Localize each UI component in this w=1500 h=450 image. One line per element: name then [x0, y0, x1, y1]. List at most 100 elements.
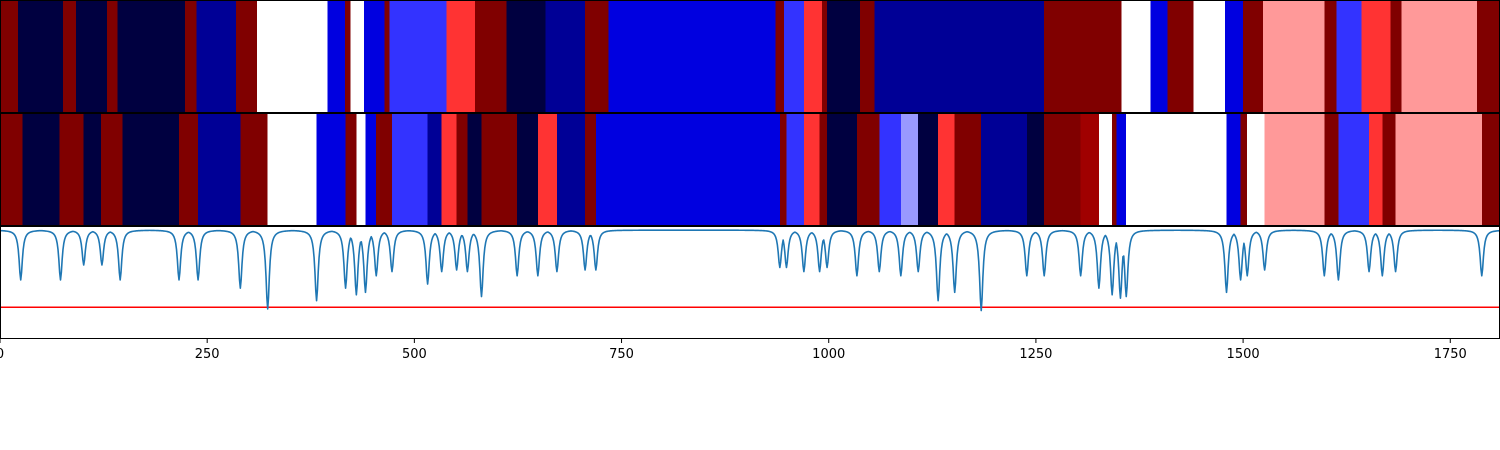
heatmap-segment [0, 0, 19, 112]
heatmap-segment [391, 113, 429, 225]
series-line [0, 229, 1500, 312]
heatmap-segment [827, 113, 858, 225]
heatmap-segment [344, 0, 351, 112]
heatmap-segment [236, 0, 258, 112]
heatmap-segment [1369, 113, 1383, 225]
heatmap-segment [1112, 113, 1117, 225]
x-tick-label: 1250 [1019, 347, 1052, 362]
heatmap-segment [256, 0, 328, 112]
heatmap-segment [608, 0, 777, 112]
heatmap-segment [1247, 113, 1266, 225]
heatmap-segment [1401, 0, 1478, 112]
heatmap-segment [585, 113, 597, 225]
heatmap-segment [803, 113, 821, 225]
heatmap-band-middle [0, 113, 1500, 225]
x-tick-label: 0 [0, 347, 4, 362]
heatmap-segment [1224, 0, 1244, 112]
heatmap-segment [441, 113, 458, 225]
heatmap-segment [1395, 113, 1483, 225]
heatmap-segment [1044, 113, 1082, 225]
x-tick-label: 1500 [1227, 347, 1260, 362]
heatmap-segment [1240, 113, 1248, 225]
heatmap-segment [1361, 0, 1392, 112]
heatmap-segment [316, 113, 346, 225]
heatmap-segment [779, 113, 787, 225]
heatmap-segment [827, 0, 861, 112]
heatmap-segment [427, 113, 443, 225]
heatmap-segment [860, 0, 875, 112]
heatmap-segment [467, 113, 482, 225]
heatmap-segment [981, 113, 1028, 225]
heatmap-band-top [0, 0, 1500, 112]
heatmap-segment [83, 113, 102, 225]
heatmap-segment [365, 113, 377, 225]
heatmap-segment [198, 113, 241, 225]
x-tick-label: 1000 [812, 347, 845, 362]
heatmap-segment [786, 113, 805, 225]
x-tick-label: 500 [402, 347, 427, 362]
heatmap-segment [874, 0, 1045, 112]
heatmap-segment [775, 0, 785, 112]
heatmap-segment [1126, 113, 1227, 225]
heatmap-segment [822, 0, 828, 112]
heatmap-segment [363, 0, 385, 112]
heatmap-segment [1382, 113, 1396, 225]
heatmap-segment [240, 113, 269, 225]
heatmap-segment [1193, 0, 1226, 112]
heatmap-segment [345, 113, 357, 225]
heatmap-segment [22, 113, 61, 225]
heatmap-segment [918, 113, 939, 225]
heatmap-segment [856, 113, 880, 225]
heatmap-segment [384, 0, 390, 112]
heatmap-segment [376, 113, 393, 225]
heatmap-segment [556, 113, 586, 225]
heatmap-segment [389, 0, 448, 112]
heatmap-segment [481, 113, 518, 225]
panel-frame-line [0, 226, 1500, 339]
heatmap-segment [350, 0, 365, 112]
heatmap-segment [954, 113, 982, 225]
heatmap-segment [1167, 0, 1194, 112]
heatmap-segment [1121, 0, 1151, 112]
heatmap-segment [1243, 0, 1264, 112]
heatmap-segment [1116, 113, 1127, 225]
x-tick-label: 750 [609, 347, 634, 362]
heatmap-segment [1476, 0, 1500, 112]
heatmap-segment [1336, 0, 1363, 112]
heatmap-segment [1150, 0, 1169, 112]
heatmap-segment [900, 113, 919, 225]
heatmap-segment [585, 0, 609, 112]
heatmap-segment [117, 0, 186, 112]
heatmap-segment [474, 0, 507, 112]
heatmap-segment [879, 113, 902, 225]
heatmap-segment [1262, 0, 1325, 112]
heatmap-segment [446, 0, 476, 112]
heatmap-segment [196, 0, 237, 112]
heatmap-segment [1338, 113, 1370, 225]
heatmap-segment [179, 113, 199, 225]
heatmap-segment [506, 0, 546, 112]
heatmap-segment [0, 113, 23, 225]
heatmap-segment [1324, 0, 1338, 112]
line-panel [0, 229, 1500, 312]
heatmap-segment [1390, 0, 1402, 112]
heatmap-segment [1080, 113, 1100, 225]
heatmap-segment [267, 113, 317, 225]
heatmap-segment [76, 0, 108, 112]
heatmap-segment [1264, 113, 1325, 225]
heatmap-segment [595, 113, 781, 225]
heatmap-segment [122, 113, 180, 225]
heatmap-segment [1324, 113, 1339, 225]
heatmap-segment [1226, 113, 1242, 225]
heatmap-segment [938, 113, 956, 225]
heatmap-segment [18, 0, 64, 112]
heatmap-segment [101, 113, 124, 225]
heatmap-segment [517, 113, 539, 225]
heatmap-segment [456, 113, 468, 225]
heatmap-segment [106, 0, 119, 112]
heatmap-segment [819, 113, 828, 225]
heatmap-segment [184, 0, 197, 112]
x-tick-label: 1750 [1434, 347, 1467, 362]
heatmap-segment [545, 0, 586, 112]
